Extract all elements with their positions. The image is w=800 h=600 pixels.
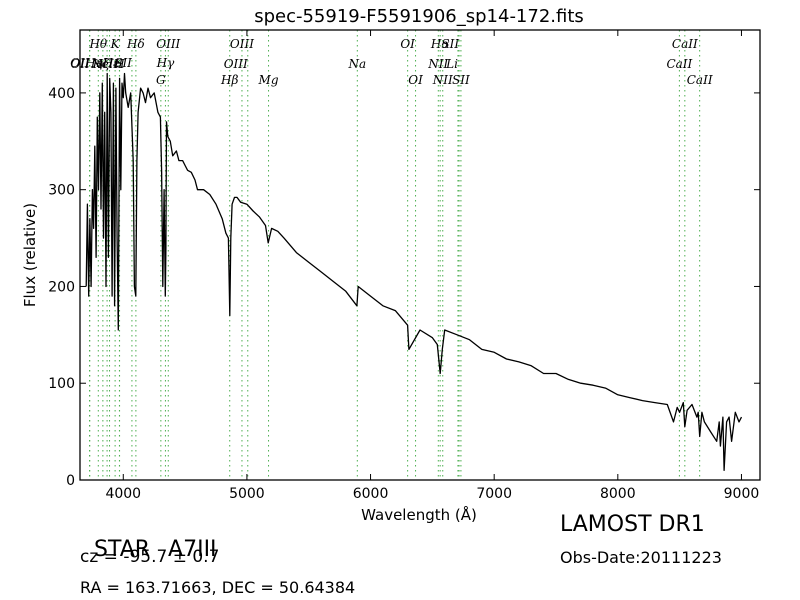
object-subclass: A7III bbox=[168, 537, 217, 562]
x-axis-label: Wavelength (Å) bbox=[361, 505, 477, 524]
spectral-line-label: K bbox=[110, 37, 121, 51]
spectral-line-label: Hθ bbox=[88, 37, 107, 51]
object-class: STAR bbox=[94, 537, 151, 562]
spectral-line-label: Hζ bbox=[92, 57, 111, 71]
spectral-line-label: Hα bbox=[430, 37, 450, 51]
spectral-line-label: Hβ bbox=[220, 73, 238, 87]
spectral-line-label: CaII bbox=[687, 73, 713, 87]
coordinates: RA = 163.71663, DEC = 50.64384 bbox=[80, 578, 356, 597]
spectral-line-label: Hη bbox=[84, 56, 103, 70]
spectral-line-label: SII bbox=[452, 73, 470, 87]
chart-title: spec-55919-F5591906_sp14-172.fits bbox=[254, 6, 584, 27]
object-classification: STAR A7III bbox=[80, 512, 217, 562]
x-tick-label: 8000 bbox=[600, 486, 636, 502]
x-tick-label: 5000 bbox=[229, 486, 265, 502]
spectral-line-label: SII bbox=[441, 37, 459, 51]
spectral-line-label: Hδ bbox=[126, 37, 145, 51]
spectral-line-label: OI bbox=[400, 37, 415, 51]
x-tick-label: 9000 bbox=[724, 486, 760, 502]
spectral-line-label: Li bbox=[445, 57, 458, 71]
spectral-line-label: OIII bbox=[156, 37, 180, 51]
x-tick-label: 6000 bbox=[353, 486, 389, 502]
spectral-line-label: CaII bbox=[666, 57, 692, 71]
y-axis-label: Flux (relative) bbox=[21, 203, 39, 307]
spectral-line-label: H bbox=[113, 57, 125, 71]
spectral-line-label: NII bbox=[432, 73, 453, 87]
spectral-line-label: Mg bbox=[258, 73, 279, 87]
redshift-value: cz = -95.7 ± 0.7 bbox=[80, 547, 220, 567]
y-tick-label: 0 bbox=[66, 473, 75, 489]
spectral-line-label: CaII bbox=[672, 37, 698, 51]
y-tick-label: 200 bbox=[48, 279, 75, 295]
spectrum-line bbox=[85, 72, 743, 471]
spectral-line-label: OIII bbox=[224, 57, 248, 71]
axis-ticks-layer: 4000 5000 6000 7000 8000 9000 0 100 200 300 400 bbox=[48, 30, 760, 502]
x-tick-label: 4000 bbox=[105, 486, 141, 502]
y-tick-label: 100 bbox=[48, 376, 75, 392]
plot-frame bbox=[79, 29, 761, 481]
x-tick-label: 7000 bbox=[476, 486, 512, 502]
spectral-line-label: SII bbox=[114, 56, 132, 70]
spectral-line-label: Hε bbox=[102, 56, 120, 70]
y-tick-label: 400 bbox=[48, 86, 75, 102]
spectral-line-label: Hγ bbox=[156, 56, 175, 70]
spectral-line-label: OI bbox=[408, 73, 423, 87]
survey-name: LAMOST DR1 bbox=[560, 512, 705, 537]
y-tick-label: 300 bbox=[48, 183, 75, 199]
observation-date: Obs-Date:20111223 bbox=[560, 548, 722, 567]
spectral-line-label: OIII bbox=[230, 37, 254, 51]
series-layer bbox=[85, 72, 743, 471]
spectral-line-label: Na bbox=[347, 57, 366, 71]
spectral-line-label: G bbox=[156, 73, 166, 87]
